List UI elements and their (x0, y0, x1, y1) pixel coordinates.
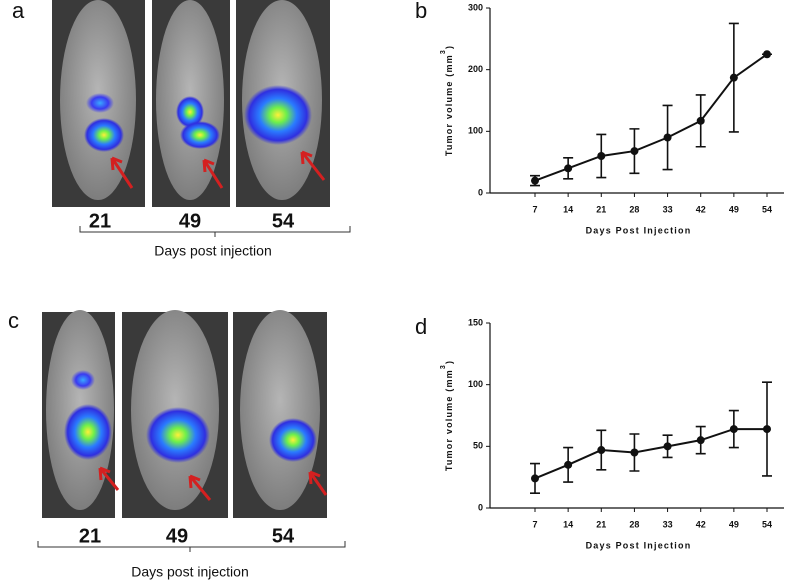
point (696, 436, 705, 445)
point (729, 73, 738, 82)
point (531, 474, 539, 483)
y-axis-title-end: ) (444, 45, 454, 49)
caption: Days post injection (154, 243, 272, 259)
y-axis-title-text: Tumor volume (mm (444, 54, 454, 156)
day-label: 54 (272, 525, 295, 547)
x-tick-label: 28 (629, 204, 639, 214)
x-tick-label: 33 (663, 204, 673, 214)
line (534, 428, 767, 480)
y-tick-label: 100 (468, 126, 483, 136)
x-tick-label: 54 (762, 204, 772, 214)
point (597, 446, 606, 455)
x-tick-label: 42 (696, 519, 706, 529)
x-tick-label: 49 (729, 519, 739, 529)
y-tick-label: 50 (473, 441, 483, 451)
x-tick-label: 21 (596, 519, 606, 529)
y-axis-title-sup: 3 (440, 364, 447, 369)
y-tick-label: 0 (478, 187, 483, 197)
point (597, 152, 606, 160)
panel-label: b (415, 0, 427, 23)
x-tick-label: 7 (532, 204, 537, 214)
point (564, 460, 573, 469)
y-tick-label: 200 (468, 64, 483, 74)
point (763, 50, 771, 59)
y-tick-label: 0 (478, 502, 483, 512)
mouse-images-c (37, 310, 346, 552)
point (531, 176, 539, 185)
y-axis-title-sup: 3 (440, 49, 447, 54)
y-axis-title: Tumor volume (mm3) (440, 45, 455, 156)
x-axis-title: Days Post Injection (586, 540, 692, 550)
x-tick-label: 28 (629, 519, 639, 529)
day-label: 54 (272, 210, 295, 232)
x-tick-label: 14 (563, 519, 573, 529)
day-label: 49 (179, 210, 201, 232)
point (630, 448, 639, 457)
caption: Days post injection (131, 564, 249, 580)
mouse-images-a (52, 0, 351, 237)
x-tick-label: 7 (532, 519, 537, 529)
y-tick-label: 100 (468, 379, 483, 389)
day-label: 21 (79, 525, 101, 547)
x-tick-label: 33 (663, 519, 673, 529)
y-tick-label: 150 (468, 317, 483, 327)
x-tick-label: 54 (762, 519, 772, 529)
panel-label: a (12, 0, 25, 23)
point (763, 425, 771, 434)
point (663, 133, 672, 142)
point (696, 116, 705, 125)
point (630, 147, 639, 156)
x-tick-label: 49 (729, 204, 739, 214)
x-tick-label: 14 (563, 204, 573, 214)
panel-label: c (8, 308, 19, 333)
day-label: 49 (166, 525, 188, 547)
y-axis-title-text: Tumor volume (mm (444, 369, 454, 471)
day-label: 21 (89, 210, 111, 232)
panel-label: d (415, 314, 427, 339)
point (564, 164, 573, 173)
point (663, 442, 672, 451)
point (729, 425, 738, 434)
y-tick-label: 300 (468, 2, 483, 12)
y-axis-title-end: ) (444, 360, 454, 364)
x-tick-label: 42 (696, 204, 706, 214)
x-tick-label: 21 (596, 204, 606, 214)
line (534, 53, 768, 182)
y-axis-title: Tumor volume (mm3) (440, 360, 455, 471)
x-axis-title: Days Post Injection (586, 225, 692, 235)
